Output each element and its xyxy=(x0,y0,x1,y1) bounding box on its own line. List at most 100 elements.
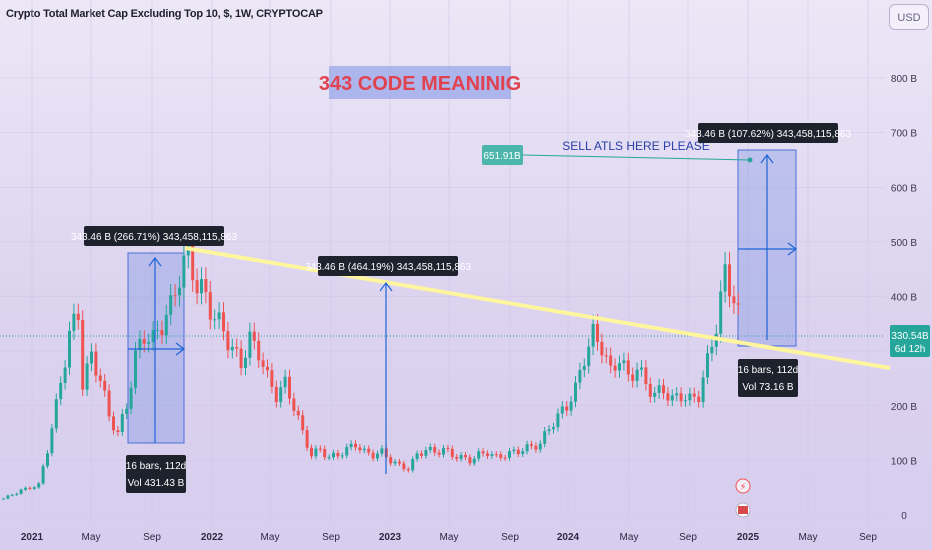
candle-body xyxy=(178,287,181,296)
candle-body xyxy=(310,447,313,457)
candle-body xyxy=(560,406,564,414)
candle-body xyxy=(24,487,27,490)
currency-selector[interactable]: USD xyxy=(889,4,929,30)
candle-body xyxy=(239,348,243,368)
candle-body xyxy=(675,393,679,396)
candle-body xyxy=(226,331,230,351)
candle-body xyxy=(19,489,23,494)
candle-body xyxy=(389,457,393,464)
candle-body xyxy=(512,449,516,452)
y-tick-label: 0 xyxy=(901,511,907,522)
candle-body xyxy=(468,457,472,464)
candle-body xyxy=(662,385,665,394)
candle-body xyxy=(151,330,155,343)
candle-body xyxy=(15,493,19,495)
candle-body xyxy=(301,415,305,431)
y-tick-label: 100 B xyxy=(891,456,917,467)
candle-body xyxy=(398,461,401,464)
candle-body xyxy=(402,463,406,470)
tooltip-left: 343.46 B (266.71%) 343,458,115,863 xyxy=(71,232,237,243)
candle-body xyxy=(472,458,476,464)
candle-body xyxy=(723,264,727,292)
x-tick-label: Sep xyxy=(501,532,519,543)
y-tick-label: 700 B xyxy=(891,129,917,140)
candle-body xyxy=(46,453,49,467)
candle-body xyxy=(37,483,41,488)
candle-body xyxy=(266,366,269,371)
candle-body xyxy=(103,380,107,391)
candle-body xyxy=(28,487,32,489)
candle-body xyxy=(547,429,551,432)
candle-body xyxy=(81,319,85,390)
candle-body xyxy=(530,444,533,446)
candle-body xyxy=(345,447,349,456)
x-tick-label: May xyxy=(82,532,101,543)
candle-body xyxy=(666,393,670,401)
candle-body xyxy=(63,367,67,383)
candle-body xyxy=(618,363,621,371)
candle-body xyxy=(486,453,489,456)
x-tick-label: Sep xyxy=(679,532,697,543)
candle-body xyxy=(244,357,247,368)
candle-body xyxy=(54,399,58,429)
candle-body xyxy=(543,431,547,444)
candle-body xyxy=(684,400,687,402)
tooltip-right-box xyxy=(698,123,838,143)
candle-body xyxy=(230,346,234,351)
candle-body xyxy=(574,382,577,402)
candle-body xyxy=(362,448,366,451)
candle-body xyxy=(604,355,608,357)
vol-right: Vol 73.16 B xyxy=(742,382,793,393)
tooltip-left-box xyxy=(84,226,224,246)
y-tick-label: 400 B xyxy=(891,293,917,304)
x-tick-label: May xyxy=(799,532,818,543)
candle-body xyxy=(736,303,740,305)
candle-body xyxy=(420,453,423,456)
candle-body xyxy=(164,314,168,336)
candle-body xyxy=(626,360,630,375)
candle-body xyxy=(411,459,415,471)
flag-glyph xyxy=(738,506,748,514)
candle-body xyxy=(156,329,159,331)
candle-body xyxy=(336,452,340,457)
sell-target-point[interactable] xyxy=(747,157,753,163)
candle-body xyxy=(340,455,344,457)
price-tag-countdown: 6d 12h xyxy=(895,344,926,355)
candle-body xyxy=(41,466,45,484)
candle-body xyxy=(257,340,261,361)
bars-left-box xyxy=(126,455,186,493)
candle-body xyxy=(349,443,353,448)
candle-body xyxy=(125,408,129,415)
sell-note: SELL ATLS HERE PLEASE xyxy=(562,139,709,153)
banner-background xyxy=(329,66,511,99)
candle-body xyxy=(450,448,454,457)
x-tick-label: Sep xyxy=(322,532,340,543)
candlestick-series xyxy=(2,227,740,500)
x-tick-label: 2025 xyxy=(737,532,760,543)
candle-body xyxy=(261,360,265,367)
candle-body xyxy=(107,390,111,417)
measure-box-left[interactable] xyxy=(127,252,185,444)
price-tag-value: 330.54B xyxy=(891,331,929,342)
candle-body xyxy=(147,342,151,344)
candle-body xyxy=(332,452,335,458)
candle-body xyxy=(596,323,599,342)
candle-body xyxy=(270,370,274,387)
candle-body xyxy=(600,341,604,356)
candle-body xyxy=(640,367,643,370)
candle-body xyxy=(565,406,569,411)
candle-body xyxy=(622,360,626,364)
candle-body xyxy=(578,370,582,383)
candle-body xyxy=(653,392,657,397)
candle-body xyxy=(376,453,379,459)
vol-left: Vol 431.43 B xyxy=(128,478,185,489)
trendline[interactable] xyxy=(184,246,891,370)
event-flash-icon[interactable] xyxy=(735,478,751,494)
candle-body xyxy=(252,331,256,341)
candle-body xyxy=(437,452,441,455)
candle-body xyxy=(670,395,674,401)
candle-body xyxy=(160,329,164,336)
candle-body xyxy=(142,339,146,344)
